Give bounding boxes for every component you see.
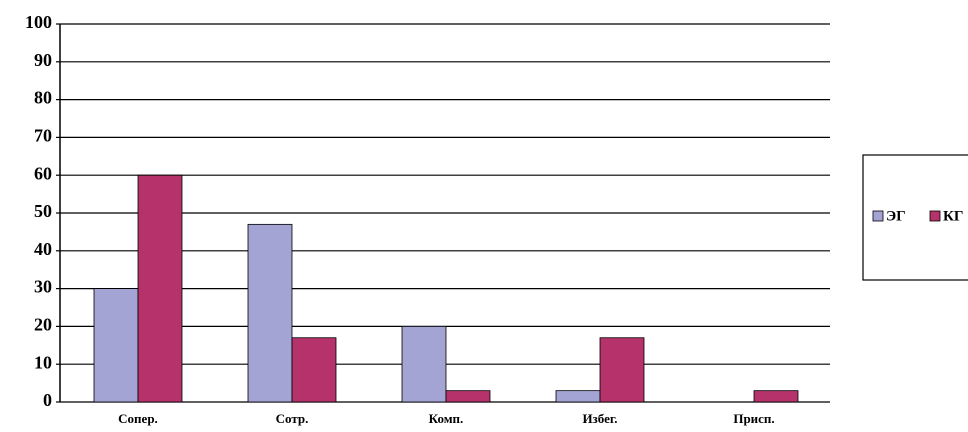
x-tick-label: Сотр. <box>276 411 309 426</box>
y-tick-label: 20 <box>34 315 52 335</box>
bar <box>291 337 337 403</box>
y-tick-label: 70 <box>34 126 52 146</box>
legend-label: ЭГ <box>886 208 906 224</box>
y-tick-label: 90 <box>34 50 52 70</box>
bar <box>247 223 293 403</box>
x-tick-label: Комп. <box>429 411 464 426</box>
bar <box>93 288 139 403</box>
y-tick-label: 0 <box>43 390 52 410</box>
x-tick-label: Присп. <box>733 411 774 426</box>
legend-swatch <box>929 210 941 222</box>
bar <box>555 390 601 403</box>
bar <box>137 174 183 403</box>
bar <box>445 390 491 403</box>
y-tick-label: 10 <box>34 352 52 372</box>
x-tick-label: Сопер. <box>118 411 158 426</box>
y-tick-label: 80 <box>34 88 52 108</box>
x-tick-label: Избег. <box>582 411 617 426</box>
legend-swatch <box>872 210 884 222</box>
y-tick-label: 40 <box>34 239 52 259</box>
y-tick-label: 30 <box>34 277 52 297</box>
bar <box>599 337 645 403</box>
y-tick-label: 100 <box>25 12 52 32</box>
y-tick-label: 60 <box>34 163 52 183</box>
bar <box>401 325 447 403</box>
y-tick-label: 50 <box>34 201 52 221</box>
legend-label: КГ <box>943 208 963 224</box>
bar <box>753 390 799 403</box>
